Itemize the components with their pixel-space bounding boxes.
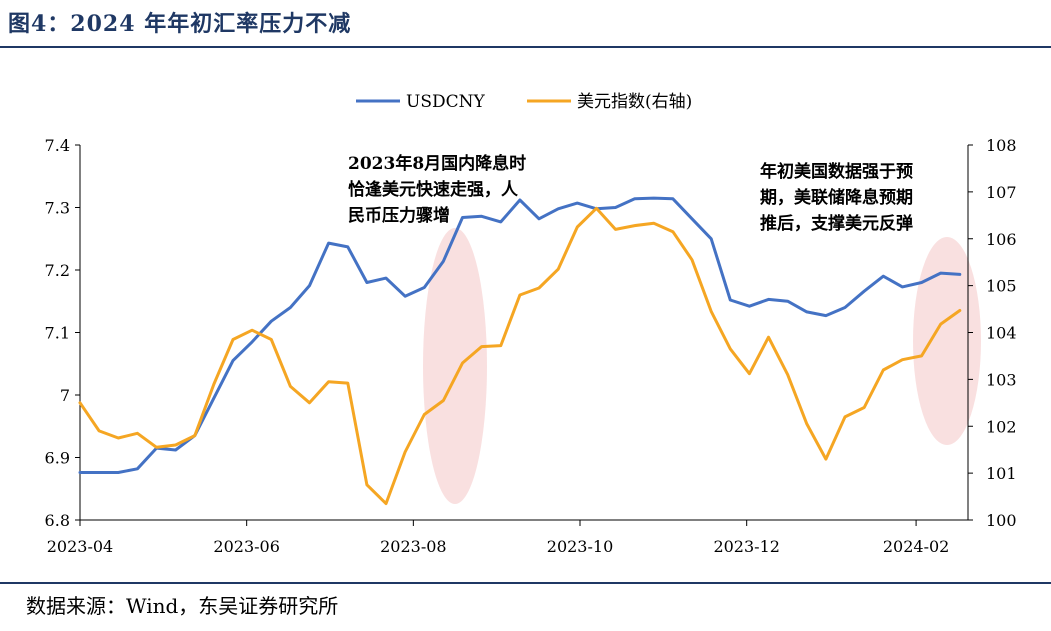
annotation-aug-line-3: 民币压力骤增 (348, 205, 450, 226)
annotation-jan: 年初美国数据强于预 期，美联储降息预期 推后，支撑美元反弹 (760, 161, 913, 234)
left-tick-label: 7.3 (45, 199, 70, 218)
x-tick-label: 2023-10 (547, 537, 613, 556)
series-line-dxy (78, 206, 962, 506)
right-tick-label: 101 (986, 464, 1017, 483)
series-line-usdcny (78, 196, 962, 474)
annotation-aug: 2023年8月国内降息时 恰逢美元快速走强，人 民币压力骤增 (348, 153, 526, 226)
highlight-ellipse-jan (913, 237, 981, 445)
legend: USDCNY 美元指数(右轴) (356, 92, 692, 112)
highlight-ellipse-aug (423, 228, 487, 504)
left-axis-ticks: 6.8 6.9 7 7.1 7.2 7.3 7.4 (45, 136, 80, 530)
right-tick-label: 104 (986, 324, 1017, 343)
x-axis-ticks: 2023-04 2023-06 2023-08 2023-10 2023-12 2024-… (47, 520, 949, 556)
right-tick-label: 102 (986, 417, 1017, 436)
left-tick-label: 6.9 (45, 449, 70, 468)
x-tick-label: 2023-06 (213, 537, 279, 556)
x-tick-label: 2024-02 (883, 537, 949, 556)
right-tick-label: 105 (986, 277, 1017, 296)
annotation-jan-line-2: 期，美联储降息预期 (760, 187, 913, 208)
x-tick-label: 2023-04 (47, 537, 113, 556)
left-tick-label: 6.8 (45, 511, 70, 530)
source-note: 数据来源：Wind，东吴证券研究所 (26, 594, 339, 618)
right-tick-label: 108 (986, 136, 1017, 155)
annotation-jan-line-1: 年初美国数据强于预 (760, 161, 913, 182)
annotation-aug-line-2: 恰逢美元快速走强，人 (348, 179, 519, 200)
bottom-rule (0, 582, 1051, 584)
figure-title: 图4：2024 年年初汇率压力不减 (8, 11, 352, 37)
series-group (78, 196, 962, 506)
legend-label-usdcny: USDCNY (406, 92, 485, 112)
annotation-jan-line-3: 推后，支撑美元反弹 (760, 213, 913, 234)
right-axis-ticks: 100 101 102 103 104 105 106 107 108 (968, 136, 1017, 530)
left-tick-label: 7.4 (45, 136, 70, 155)
title-rule (0, 46, 1051, 48)
right-tick-label: 107 (986, 183, 1017, 202)
x-tick-label: 2023-12 (713, 537, 779, 556)
annotation-aug-line-1: 2023年8月国内降息时 (348, 153, 526, 174)
x-tick-label: 2023-08 (380, 537, 446, 556)
left-tick-label: 7 (60, 386, 70, 405)
legend-label-dxy: 美元指数(右轴) (577, 92, 692, 112)
right-tick-label: 106 (986, 230, 1017, 249)
right-tick-label: 103 (986, 370, 1017, 389)
left-tick-label: 7.1 (45, 324, 70, 343)
left-tick-label: 7.2 (45, 261, 70, 280)
right-tick-label: 100 (986, 511, 1017, 530)
